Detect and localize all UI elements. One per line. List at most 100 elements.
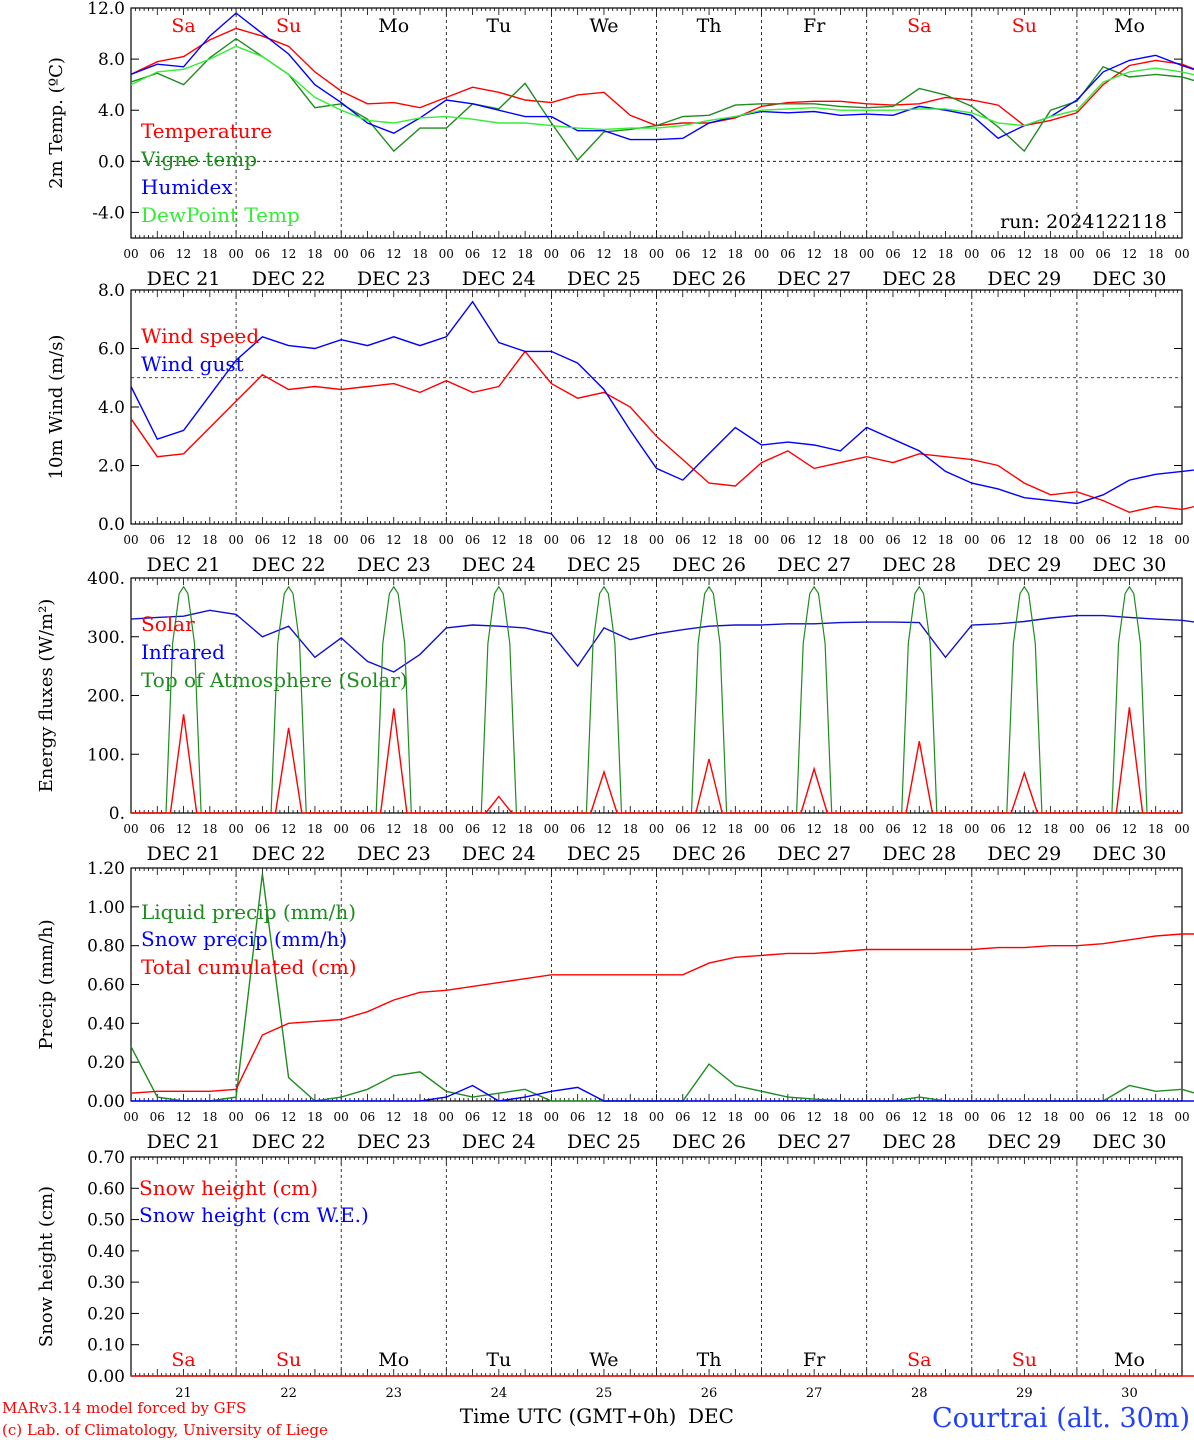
date-label: DEC 23 bbox=[357, 1131, 431, 1153]
y-tick-label: 4.0 bbox=[98, 398, 125, 418]
hour-label: 12 bbox=[701, 1110, 716, 1124]
date-label: DEC 25 bbox=[567, 554, 641, 576]
hour-label: 00 bbox=[1069, 533, 1084, 547]
weekday-label: Fr bbox=[803, 1349, 826, 1371]
hour-label: 12 bbox=[1122, 533, 1137, 547]
hour-label: 06 bbox=[255, 247, 270, 261]
hour-label: 06 bbox=[570, 533, 585, 547]
hour-label: 00 bbox=[964, 822, 979, 836]
hour-label: 12 bbox=[912, 822, 927, 836]
hour-label: 12 bbox=[912, 533, 927, 547]
hour-label: 12 bbox=[1122, 1110, 1137, 1124]
legend-entry: Liquid precip (mm/h) bbox=[141, 900, 356, 924]
hour-label: 18 bbox=[517, 247, 532, 261]
weekday-label: We bbox=[589, 1349, 618, 1371]
hour-label: 06 bbox=[150, 247, 165, 261]
hour-label: 00 bbox=[754, 533, 769, 547]
date-label: DEC 24 bbox=[462, 843, 536, 865]
hour-label: 00 bbox=[964, 247, 979, 261]
date-label: DEC 28 bbox=[882, 843, 956, 865]
hour-label: 06 bbox=[675, 1110, 690, 1124]
weekday-label: Sa bbox=[907, 15, 931, 37]
y-tick-label: 100. bbox=[87, 745, 125, 765]
y-tick-label: 1.20 bbox=[87, 859, 125, 879]
y-tick-label: 0.30 bbox=[87, 1273, 125, 1293]
hour-label: 18 bbox=[623, 247, 638, 261]
date-label: DEC 22 bbox=[252, 1131, 326, 1153]
hour-label: 00 bbox=[544, 533, 559, 547]
hour-label: 18 bbox=[412, 533, 427, 547]
hour-label: 12 bbox=[807, 1110, 822, 1124]
day-number-label: 24 bbox=[491, 1386, 508, 1401]
hour-label: 00 bbox=[334, 1110, 349, 1124]
credit-line: MARv3.14 model forced by GFS bbox=[2, 1399, 246, 1417]
series-line-wind-speed bbox=[130, 350, 1194, 514]
hour-label: 12 bbox=[1017, 533, 1032, 547]
date-label: DEC 22 bbox=[252, 268, 326, 290]
hour-label: 00 bbox=[859, 247, 874, 261]
hour-label: 18 bbox=[728, 822, 743, 836]
date-label: DEC 30 bbox=[1093, 843, 1167, 865]
date-label: DEC 21 bbox=[147, 554, 221, 576]
date-label: DEC 26 bbox=[672, 268, 746, 290]
legend-entry: DewPoint Temp bbox=[141, 203, 300, 227]
hour-label: 12 bbox=[281, 822, 296, 836]
hour-label: 00 bbox=[859, 822, 874, 836]
hour-label: 00 bbox=[1174, 822, 1189, 836]
y-tick-label: 0.70 bbox=[87, 1148, 125, 1168]
y-tick-label: 4.0 bbox=[98, 101, 125, 121]
hour-label: 06 bbox=[150, 533, 165, 547]
hour-label: 00 bbox=[1069, 1110, 1084, 1124]
weekday-label: Mo bbox=[1114, 15, 1145, 37]
hour-label: 12 bbox=[491, 533, 506, 547]
y-tick-label: 0.20 bbox=[87, 1304, 125, 1324]
hour-label: 06 bbox=[255, 822, 270, 836]
y-tick-label: -4.0 bbox=[92, 203, 125, 223]
hour-label: 12 bbox=[281, 247, 296, 261]
hour-label: 00 bbox=[964, 1110, 979, 1124]
weekday-label: Mo bbox=[378, 1349, 409, 1371]
hour-label: 00 bbox=[649, 533, 664, 547]
hour-label: 00 bbox=[754, 247, 769, 261]
hour-label: 18 bbox=[1148, 247, 1163, 261]
hour-label: 18 bbox=[1148, 1110, 1163, 1124]
day-number-label: 23 bbox=[385, 1386, 402, 1401]
hour-label: 06 bbox=[465, 247, 480, 261]
hour-label: 06 bbox=[1096, 1110, 1111, 1124]
y-tick-label: 12.0 bbox=[87, 0, 125, 19]
day-number-label: 25 bbox=[596, 1386, 613, 1401]
series-line-dewpoint-temp bbox=[130, 45, 1194, 131]
date-label: DEC 30 bbox=[1093, 554, 1167, 576]
y-tick-label: 0.10 bbox=[87, 1336, 125, 1356]
hour-label: 06 bbox=[990, 1110, 1005, 1124]
series-line-wind-gust bbox=[130, 300, 1194, 505]
weekday-label: Su bbox=[276, 15, 301, 37]
legend-entry: Temperature bbox=[141, 119, 272, 143]
hour-label: 00 bbox=[334, 247, 349, 261]
hour-label: 18 bbox=[938, 822, 953, 836]
date-label: DEC 24 bbox=[462, 554, 536, 576]
hour-label: 18 bbox=[623, 822, 638, 836]
y-axis-label: Precip (mm/h) bbox=[36, 919, 57, 1049]
credit-line: (c) Lab. of Climatology, University of L… bbox=[2, 1421, 328, 1439]
hour-label: 00 bbox=[859, 1110, 874, 1124]
hour-label: 00 bbox=[544, 247, 559, 261]
legend-entry: Vigne temp bbox=[140, 147, 257, 171]
hour-label: 00 bbox=[123, 533, 138, 547]
date-label: DEC 21 bbox=[147, 1131, 221, 1153]
date-label: DEC 29 bbox=[987, 554, 1061, 576]
day-number-label: 27 bbox=[806, 1386, 823, 1401]
y-tick-label: 2.0 bbox=[98, 457, 125, 477]
hour-label: 00 bbox=[123, 822, 138, 836]
hour-label: 18 bbox=[412, 1110, 427, 1124]
weekday-label: Fr bbox=[803, 15, 826, 37]
hour-label: 12 bbox=[701, 822, 716, 836]
hour-label: 18 bbox=[1148, 822, 1163, 836]
y-tick-label: 0.80 bbox=[87, 937, 125, 957]
station-label: Courtrai (alt. 30m) bbox=[932, 1403, 1190, 1434]
series-line-snow-precip-mm-h bbox=[131, 1084, 1194, 1102]
hour-label: 00 bbox=[228, 533, 243, 547]
hour-label: 00 bbox=[334, 533, 349, 547]
date-label: DEC 23 bbox=[357, 268, 431, 290]
y-tick-label: 0.00 bbox=[87, 1367, 125, 1387]
